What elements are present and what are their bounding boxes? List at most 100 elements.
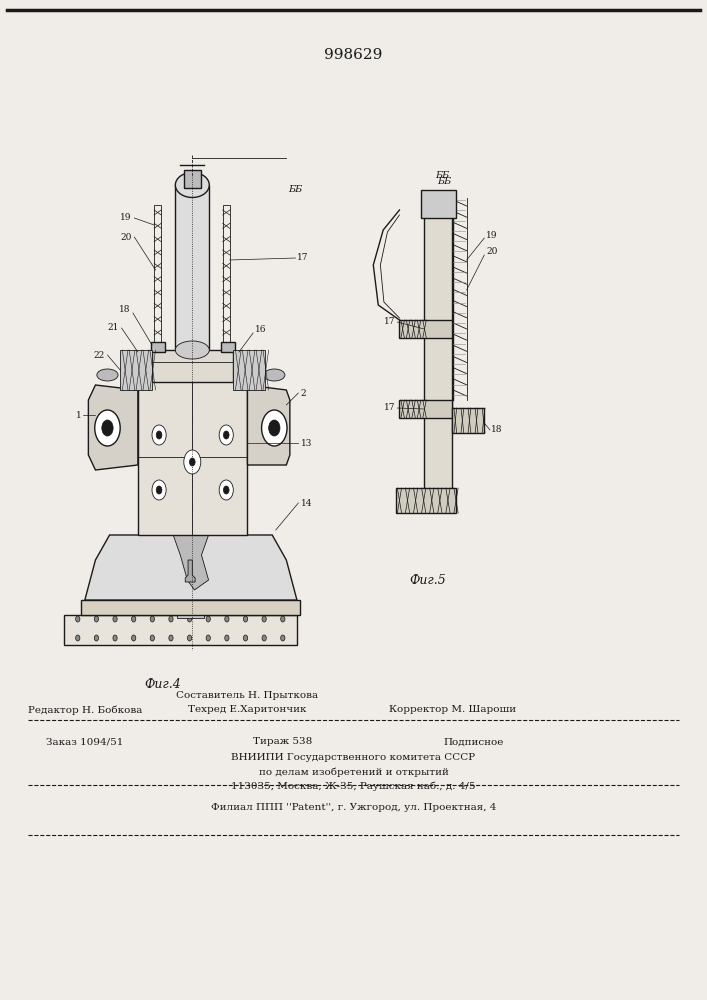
Circle shape	[262, 616, 267, 622]
Bar	[424, 195, 452, 505]
Text: 19: 19	[120, 214, 132, 223]
Circle shape	[156, 431, 162, 439]
Bar	[396, 488, 456, 513]
Ellipse shape	[175, 341, 209, 359]
Circle shape	[150, 635, 154, 641]
Bar	[152, 350, 233, 382]
Circle shape	[243, 635, 247, 641]
Circle shape	[243, 616, 247, 622]
Circle shape	[95, 410, 120, 446]
Polygon shape	[185, 560, 195, 582]
Circle shape	[187, 616, 192, 622]
Circle shape	[132, 616, 136, 622]
Text: 113035, Москва, Ж-35, Раушская наб., д. 4/5: 113035, Москва, Ж-35, Раушская наб., д. …	[231, 781, 476, 791]
Text: ББ: ББ	[437, 178, 451, 186]
Circle shape	[113, 616, 117, 622]
Text: 17: 17	[297, 253, 308, 262]
Text: 20: 20	[120, 232, 132, 241]
Circle shape	[225, 635, 229, 641]
Circle shape	[94, 635, 98, 641]
Text: 18: 18	[119, 306, 131, 314]
Text: ББ: ББ	[435, 170, 449, 180]
Circle shape	[219, 425, 233, 445]
Text: 18: 18	[491, 426, 503, 434]
Text: 998629: 998629	[325, 48, 382, 62]
Circle shape	[219, 480, 233, 500]
Bar	[175, 185, 209, 350]
Bar	[138, 380, 247, 535]
Bar	[221, 342, 235, 352]
Text: Тираж 538: Тираж 538	[253, 738, 312, 746]
Text: 20: 20	[486, 247, 498, 256]
Polygon shape	[173, 535, 209, 590]
Bar	[399, 320, 452, 338]
Text: Фиг.4: Фиг.4	[144, 678, 181, 692]
Ellipse shape	[264, 369, 285, 381]
Text: 17: 17	[385, 318, 396, 326]
Text: Фиг.5: Фиг.5	[409, 574, 446, 586]
Text: Заказ 1094/51: Заказ 1094/51	[46, 738, 124, 746]
Text: ББ: ББ	[288, 186, 302, 194]
Bar	[186, 585, 194, 615]
Ellipse shape	[97, 369, 118, 381]
Circle shape	[206, 635, 211, 641]
Circle shape	[206, 616, 211, 622]
Bar	[154, 205, 161, 345]
Text: ВНИИПИ Государственного комитета СССР: ВНИИПИ Государственного комитета СССР	[231, 754, 476, 762]
Circle shape	[169, 616, 173, 622]
Circle shape	[262, 635, 267, 641]
Polygon shape	[247, 385, 290, 465]
Text: 19: 19	[486, 231, 498, 239]
Bar	[421, 190, 456, 218]
Bar	[81, 600, 300, 615]
Circle shape	[262, 410, 287, 446]
Bar	[64, 615, 297, 645]
Circle shape	[184, 450, 201, 474]
Bar	[184, 170, 201, 188]
Circle shape	[223, 486, 229, 494]
Circle shape	[152, 480, 166, 500]
Polygon shape	[88, 385, 138, 470]
Text: Подписное: Подписное	[443, 738, 504, 746]
Circle shape	[76, 616, 80, 622]
Bar	[151, 342, 165, 352]
Bar	[452, 408, 484, 433]
Text: Составитель Н. Прыткова: Составитель Н. Прыткова	[176, 690, 319, 700]
Circle shape	[223, 431, 229, 439]
Circle shape	[269, 420, 280, 436]
Circle shape	[169, 635, 173, 641]
Bar	[399, 400, 452, 418]
Text: Редактор Н. Бобкова: Редактор Н. Бобкова	[28, 705, 142, 715]
Text: 2: 2	[300, 388, 306, 397]
Bar	[182, 580, 198, 588]
Circle shape	[281, 616, 285, 622]
Bar	[233, 350, 265, 390]
Circle shape	[76, 635, 80, 641]
Text: 13: 13	[300, 438, 312, 448]
Polygon shape	[85, 535, 297, 600]
Circle shape	[94, 616, 98, 622]
Text: Филиал ППП ''Patent'', г. Ужгород, ул. Проектная, 4: Филиал ППП ''Patent'', г. Ужгород, ул. П…	[211, 803, 496, 812]
Circle shape	[132, 635, 136, 641]
Text: 14: 14	[300, 498, 312, 508]
Circle shape	[187, 635, 192, 641]
Circle shape	[189, 458, 195, 466]
Text: 1: 1	[76, 410, 81, 420]
Text: Корректор М. Шароши: Корректор М. Шароши	[389, 706, 516, 714]
Text: 16: 16	[255, 326, 266, 334]
Text: 17: 17	[385, 403, 396, 412]
Bar	[177, 613, 204, 618]
Bar	[223, 205, 230, 345]
Circle shape	[156, 486, 162, 494]
Bar	[120, 350, 152, 390]
Text: Техред Е.Харитончик: Техред Е.Харитончик	[188, 706, 307, 714]
Circle shape	[225, 616, 229, 622]
Circle shape	[113, 635, 117, 641]
Ellipse shape	[175, 172, 209, 198]
Circle shape	[150, 616, 154, 622]
Text: 22: 22	[93, 351, 105, 360]
Circle shape	[152, 425, 166, 445]
Circle shape	[102, 420, 113, 436]
Circle shape	[281, 635, 285, 641]
Text: 21: 21	[107, 324, 119, 332]
